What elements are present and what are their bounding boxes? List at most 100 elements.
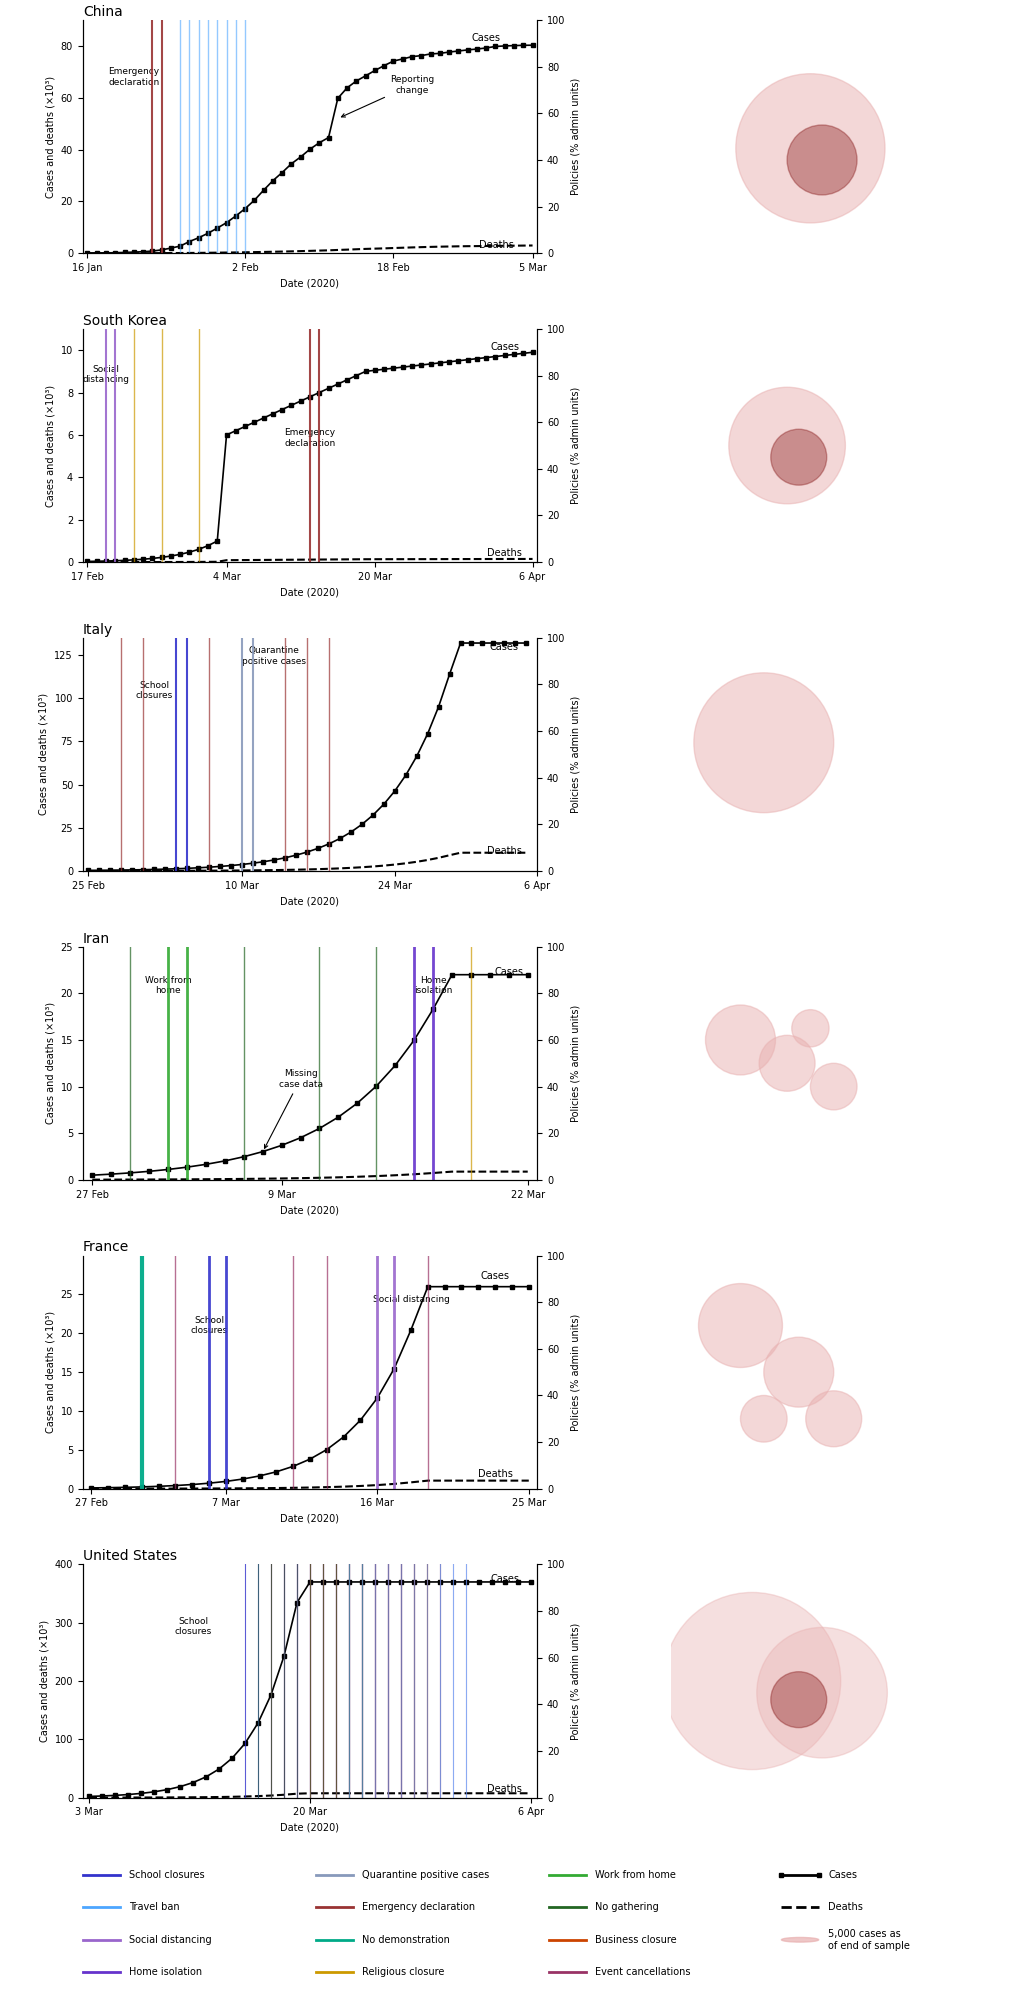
Deaths bbox=[322, 239, 334, 263]
Cases bbox=[211, 215, 224, 239]
Circle shape bbox=[693, 673, 834, 812]
Text: School
closures: School closures bbox=[190, 1317, 228, 1335]
Circle shape bbox=[764, 1337, 834, 1407]
Deaths bbox=[452, 235, 465, 259]
Text: Emergency
declaration: Emergency declaration bbox=[285, 428, 335, 448]
Y-axis label: Cases and deaths (×10³): Cases and deaths (×10³) bbox=[46, 76, 55, 197]
Deaths bbox=[183, 241, 196, 265]
Deaths bbox=[127, 241, 140, 265]
Text: Italy: Italy bbox=[83, 623, 113, 637]
Text: Cases: Cases bbox=[490, 641, 519, 651]
Text: Quarantine positive cases: Quarantine positive cases bbox=[362, 1869, 490, 1879]
Circle shape bbox=[699, 1284, 782, 1367]
Cases bbox=[220, 211, 233, 235]
Cases bbox=[99, 241, 112, 265]
Text: Deaths: Deaths bbox=[828, 1901, 863, 1912]
Circle shape bbox=[806, 1391, 862, 1447]
Deaths bbox=[443, 235, 455, 259]
Text: School
closures: School closures bbox=[136, 681, 173, 699]
Y-axis label: Cases and deaths (×10³): Cases and deaths (×10³) bbox=[46, 384, 55, 507]
Cases bbox=[378, 54, 390, 78]
Text: Emergency
declaration: Emergency declaration bbox=[109, 68, 159, 86]
Cases bbox=[146, 239, 158, 263]
Deaths bbox=[193, 241, 205, 265]
Text: Deaths: Deaths bbox=[487, 549, 523, 557]
Deaths bbox=[202, 241, 214, 265]
Text: Iran: Iran bbox=[83, 931, 110, 945]
Circle shape bbox=[810, 1063, 857, 1110]
Deaths bbox=[211, 241, 224, 265]
Text: Deaths: Deaths bbox=[478, 1469, 512, 1479]
Text: United States: United States bbox=[83, 1550, 177, 1564]
Deaths bbox=[239, 241, 252, 265]
Text: Home isolation: Home isolation bbox=[129, 1968, 203, 1978]
Deaths bbox=[434, 235, 446, 259]
Cases bbox=[118, 241, 130, 265]
Circle shape bbox=[740, 1395, 787, 1441]
Cases bbox=[174, 233, 186, 257]
Cases bbox=[137, 239, 149, 263]
Cases bbox=[415, 44, 427, 68]
Text: Deaths: Deaths bbox=[486, 846, 522, 856]
Cases bbox=[127, 239, 140, 263]
Cases bbox=[462, 38, 474, 62]
Text: Cases: Cases bbox=[491, 1574, 520, 1584]
Text: 5,000 cases as
of end of sample: 5,000 cases as of end of sample bbox=[828, 1930, 910, 1950]
Cases bbox=[276, 161, 289, 185]
X-axis label: Date (2020): Date (2020) bbox=[280, 1823, 339, 1833]
Cases bbox=[267, 169, 279, 193]
Cases bbox=[490, 34, 502, 58]
Cases bbox=[331, 86, 344, 111]
Text: Emergency declaration: Emergency declaration bbox=[362, 1901, 475, 1912]
Cases bbox=[90, 241, 102, 265]
Deaths bbox=[415, 235, 427, 259]
Y-axis label: Policies (% admin units): Policies (% admin units) bbox=[571, 1005, 581, 1122]
Deaths bbox=[230, 241, 242, 265]
Deaths bbox=[350, 237, 362, 261]
Deaths bbox=[276, 239, 289, 263]
Deaths bbox=[424, 235, 437, 259]
Cases bbox=[183, 229, 196, 253]
Text: No gathering: No gathering bbox=[595, 1901, 659, 1912]
Deaths bbox=[304, 239, 317, 263]
Text: France: France bbox=[83, 1240, 129, 1254]
Circle shape bbox=[771, 1672, 827, 1729]
Cases bbox=[518, 34, 530, 58]
Text: Work from
home: Work from home bbox=[145, 977, 191, 995]
Circle shape bbox=[757, 1628, 887, 1759]
X-axis label: Date (2020): Date (2020) bbox=[280, 1206, 339, 1216]
Cases bbox=[396, 46, 409, 70]
X-axis label: Date (2020): Date (2020) bbox=[280, 587, 339, 597]
Text: Social
distancing: Social distancing bbox=[83, 364, 129, 384]
Cases bbox=[322, 125, 334, 149]
Deaths bbox=[155, 241, 168, 265]
Cases bbox=[230, 203, 242, 227]
Cases bbox=[304, 137, 317, 161]
Text: China: China bbox=[83, 4, 122, 18]
Circle shape bbox=[792, 1009, 829, 1047]
Deaths bbox=[480, 233, 493, 257]
Y-axis label: Cases and deaths (×10³): Cases and deaths (×10³) bbox=[39, 693, 49, 816]
Cases bbox=[527, 32, 539, 56]
Cases bbox=[202, 221, 214, 245]
Deaths bbox=[81, 241, 93, 265]
Cases bbox=[313, 131, 325, 155]
Deaths bbox=[396, 235, 409, 259]
Y-axis label: Policies (% admin units): Policies (% admin units) bbox=[571, 695, 581, 812]
Deaths bbox=[165, 241, 177, 265]
Y-axis label: Cases and deaths (×10³): Cases and deaths (×10³) bbox=[45, 1003, 55, 1124]
Cases bbox=[81, 241, 93, 265]
Circle shape bbox=[771, 430, 827, 484]
Line: Deaths: Deaths bbox=[87, 245, 533, 253]
Deaths bbox=[146, 241, 158, 265]
Circle shape bbox=[736, 74, 885, 223]
Text: Business closure: Business closure bbox=[595, 1936, 677, 1946]
Cases bbox=[248, 189, 261, 213]
Cases bbox=[443, 40, 455, 64]
Deaths bbox=[313, 239, 325, 263]
Text: Home
isolation: Home isolation bbox=[414, 977, 452, 995]
Deaths bbox=[331, 237, 344, 261]
Text: Cases: Cases bbox=[472, 32, 501, 42]
Cases bbox=[109, 241, 121, 265]
X-axis label: Date (2020): Date (2020) bbox=[280, 279, 339, 289]
